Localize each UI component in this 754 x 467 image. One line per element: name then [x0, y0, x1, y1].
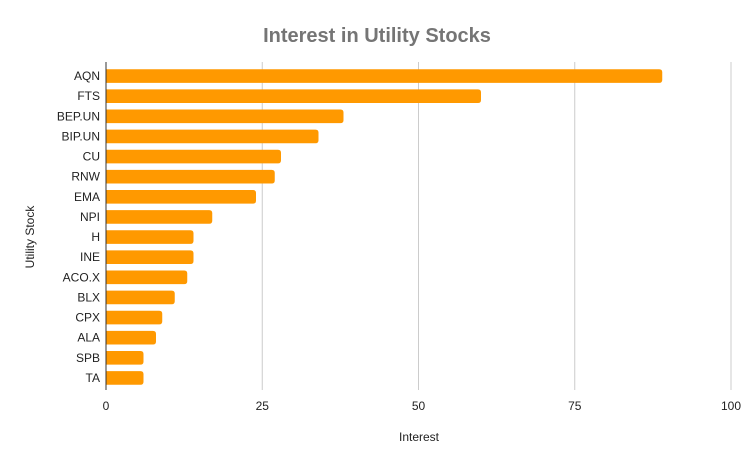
bar-cu [106, 149, 281, 164]
bar-rnw [106, 169, 275, 184]
category-label: ALA [77, 331, 100, 345]
category-label: CU [83, 150, 100, 164]
category-label: BLX [77, 290, 100, 304]
category-label: BEP.UN [57, 109, 100, 123]
bar-cpx [106, 310, 163, 325]
category-label: RNW [71, 170, 100, 184]
chart-title: Interest in Utility Stocks [263, 25, 491, 47]
category-label: CPX [75, 311, 100, 325]
x-tick-label: 0 [103, 399, 110, 413]
bar-spb [106, 350, 144, 365]
x-tick-label: 25 [256, 399, 270, 413]
bars [106, 69, 663, 385]
bar-aqn [106, 69, 663, 83]
y-axis-title: Utility Stock [23, 205, 37, 269]
category-label: FTS [77, 89, 100, 103]
bar-ema [106, 189, 256, 204]
category-label: NPI [80, 210, 100, 224]
bar-ala [106, 330, 156, 345]
category-labels: AQN FTS BEP.UN BIP.UN CU RNW EMA NPI H INE ACO.X BL… [57, 69, 101, 385]
grid-lines [261, 62, 732, 390]
x-axis-title: Interest [399, 430, 440, 444]
x-tick-label: 100 [721, 399, 741, 413]
category-label: TA [86, 371, 100, 385]
bar-bep-un [106, 109, 344, 124]
bar-blx [106, 290, 175, 305]
bar-ta [106, 371, 144, 385]
x-tick-label: 50 [412, 399, 426, 413]
x-tick-label: 75 [568, 399, 582, 413]
category-label: AQN [74, 69, 100, 83]
category-label: INE [80, 250, 100, 264]
category-label: EMA [74, 190, 100, 204]
category-label: H [91, 230, 100, 244]
bar-ine [106, 250, 194, 265]
category-label: SPB [76, 351, 100, 365]
x-tick-labels: 0 25 50 75 100 [103, 399, 742, 413]
category-label: ACO.X [63, 270, 100, 284]
bar-fts [106, 89, 481, 104]
bar-aco-x [106, 270, 188, 285]
bar-bip-un [106, 129, 319, 144]
bar-h [106, 230, 194, 244]
bar-npi [106, 210, 213, 224]
category-label: BIP.UN [62, 129, 100, 143]
